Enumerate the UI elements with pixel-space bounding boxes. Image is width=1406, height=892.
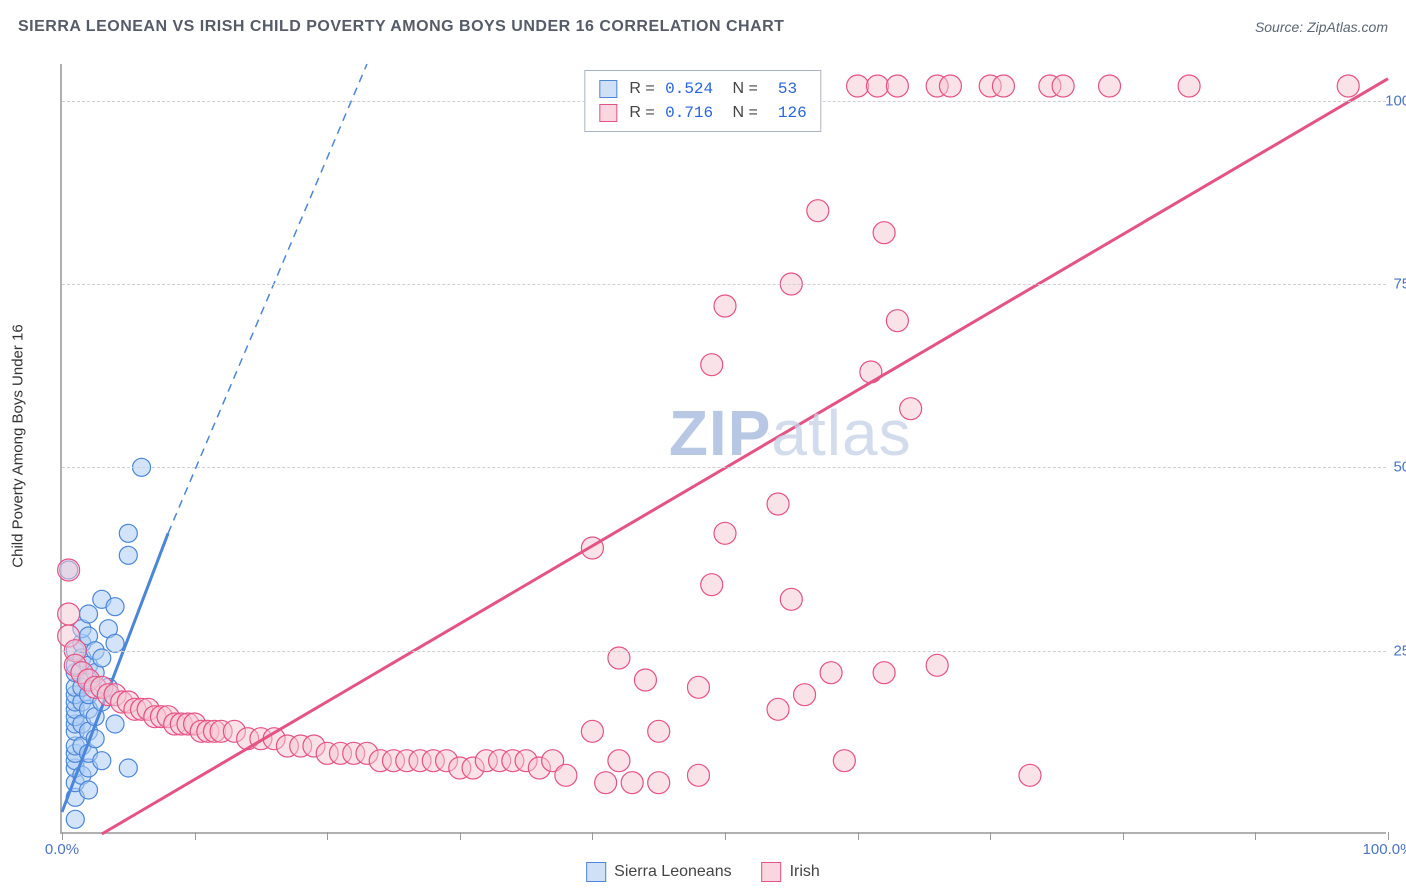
data-point bbox=[58, 603, 80, 625]
series-swatch bbox=[762, 862, 782, 882]
y-tick-label: 50.0% bbox=[1393, 459, 1406, 476]
data-point bbox=[701, 354, 723, 376]
plot-svg bbox=[62, 64, 1386, 832]
stats-box: R = 0.524 N = 53R = 0.716 N = 126 bbox=[584, 70, 821, 132]
data-point bbox=[106, 715, 124, 733]
stats-r-value: 0.716 bbox=[665, 101, 713, 125]
data-point bbox=[701, 574, 723, 596]
stats-n-key: N = bbox=[719, 101, 762, 125]
y-tick-label: 100.0% bbox=[1385, 92, 1406, 109]
x-tick-mark bbox=[592, 832, 593, 840]
data-point bbox=[58, 559, 80, 581]
x-tick-mark bbox=[1388, 832, 1389, 840]
x-tick-mark bbox=[62, 832, 63, 840]
data-point bbox=[555, 764, 577, 786]
grid-line bbox=[62, 467, 1386, 468]
data-point bbox=[900, 398, 922, 420]
x-tick-label: 0.0% bbox=[45, 841, 79, 858]
data-point bbox=[860, 361, 882, 383]
data-point bbox=[93, 752, 111, 770]
series-swatch bbox=[599, 104, 617, 122]
data-point bbox=[833, 750, 855, 772]
data-point bbox=[780, 588, 802, 610]
data-point bbox=[1337, 75, 1359, 97]
data-point bbox=[886, 75, 908, 97]
data-point bbox=[66, 810, 84, 828]
y-tick-label: 75.0% bbox=[1393, 276, 1406, 293]
data-point bbox=[886, 310, 908, 332]
x-axis-legend: Sierra Leoneans Irish bbox=[586, 862, 820, 882]
plot-area: ZIPatlas 25.0%50.0%75.0%100.0%0.0%100.0% bbox=[60, 64, 1386, 834]
stats-row: R = 0.716 N = 126 bbox=[599, 101, 806, 125]
data-point bbox=[873, 662, 895, 684]
stats-r-key: R = bbox=[629, 77, 659, 101]
y-axis-label: Child Poverty Among Boys Under 16 bbox=[10, 324, 27, 567]
data-point bbox=[119, 759, 137, 777]
data-point bbox=[794, 684, 816, 706]
data-point bbox=[866, 75, 888, 97]
legend-item: Irish bbox=[762, 862, 820, 882]
data-point bbox=[873, 222, 895, 244]
data-point bbox=[807, 200, 829, 222]
data-point bbox=[926, 654, 948, 676]
x-tick-mark bbox=[460, 832, 461, 840]
grid-line bbox=[62, 651, 1386, 652]
legend-label: Irish bbox=[790, 863, 820, 880]
data-point bbox=[767, 698, 789, 720]
x-tick-mark bbox=[858, 832, 859, 840]
data-point bbox=[93, 649, 111, 667]
data-point bbox=[992, 75, 1014, 97]
x-tick-mark bbox=[1123, 832, 1124, 840]
stats-r-value: 0.524 bbox=[665, 77, 713, 101]
chart-title: SIERRA LEONEAN VS IRISH CHILD POVERTY AM… bbox=[18, 18, 784, 36]
data-point bbox=[648, 772, 670, 794]
stats-n-value: 53 bbox=[768, 77, 797, 101]
data-point bbox=[767, 493, 789, 515]
data-point bbox=[80, 605, 98, 623]
data-point bbox=[621, 772, 643, 794]
title-bar: SIERRA LEONEAN VS IRISH CHILD POVERTY AM… bbox=[18, 18, 1388, 36]
data-point bbox=[687, 764, 709, 786]
chart-container: SIERRA LEONEAN VS IRISH CHILD POVERTY AM… bbox=[0, 0, 1406, 892]
data-point bbox=[847, 75, 869, 97]
data-point bbox=[714, 295, 736, 317]
source-label: Source: ZipAtlas.com bbox=[1255, 19, 1388, 35]
data-point bbox=[1019, 764, 1041, 786]
series-swatch bbox=[599, 80, 617, 98]
data-point bbox=[939, 75, 961, 97]
x-tick-label: 100.0% bbox=[1363, 841, 1406, 858]
y-tick-label: 25.0% bbox=[1393, 642, 1406, 659]
data-point bbox=[1052, 75, 1074, 97]
x-tick-mark bbox=[725, 832, 726, 840]
x-tick-mark bbox=[1255, 832, 1256, 840]
data-point bbox=[608, 750, 630, 772]
regression-line-extrapolated bbox=[168, 64, 367, 533]
data-point bbox=[119, 524, 137, 542]
stats-row: R = 0.524 N = 53 bbox=[599, 77, 806, 101]
data-point bbox=[687, 676, 709, 698]
data-point bbox=[80, 781, 98, 799]
data-point bbox=[106, 634, 124, 652]
data-point bbox=[119, 546, 137, 564]
data-point bbox=[581, 720, 603, 742]
data-point bbox=[648, 720, 670, 742]
data-point bbox=[634, 669, 656, 691]
legend-item: Sierra Leoneans bbox=[586, 862, 731, 882]
stats-n-value: 126 bbox=[768, 101, 806, 125]
stats-n-key: N = bbox=[719, 77, 762, 101]
data-point bbox=[595, 772, 617, 794]
series-swatch bbox=[586, 862, 606, 882]
data-point bbox=[1178, 75, 1200, 97]
regression-line bbox=[102, 79, 1388, 834]
grid-line bbox=[62, 284, 1386, 285]
stats-r-key: R = bbox=[629, 101, 659, 125]
data-point bbox=[1099, 75, 1121, 97]
x-tick-mark bbox=[195, 832, 196, 840]
data-point bbox=[106, 598, 124, 616]
legend-label: Sierra Leoneans bbox=[614, 863, 731, 880]
x-tick-mark bbox=[990, 832, 991, 840]
x-tick-mark bbox=[327, 832, 328, 840]
data-point bbox=[820, 662, 842, 684]
data-point bbox=[714, 522, 736, 544]
